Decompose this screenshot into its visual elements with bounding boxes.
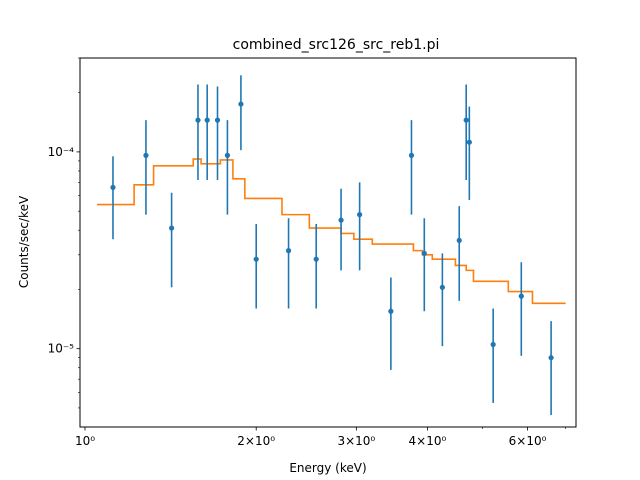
data-point <box>338 218 343 223</box>
x-tick-label: 4×10⁰ <box>409 434 447 448</box>
data-point <box>357 212 362 217</box>
data-point <box>215 118 220 123</box>
data-point <box>549 355 554 360</box>
y-tick-label: 10⁻⁵ <box>48 342 75 356</box>
y-axis-label: Counts/sec/keV <box>17 195 31 288</box>
data-point <box>225 153 230 158</box>
data-point <box>205 118 210 123</box>
data-point <box>388 309 393 314</box>
data-point <box>143 153 148 158</box>
data-point <box>110 185 115 190</box>
data-point <box>169 225 174 230</box>
data-point <box>314 257 319 262</box>
data-point <box>467 140 472 145</box>
data-point <box>457 238 462 243</box>
x-tick-label: 2×10⁰ <box>237 434 275 448</box>
data-point <box>286 248 291 253</box>
data-point <box>491 342 496 347</box>
data-point <box>238 101 243 106</box>
chart-figure: combined_src126_src_reb1.pi 10⁰ 2×10⁰ 3×10… <box>0 0 640 480</box>
data-point <box>409 153 414 158</box>
data-point <box>254 257 259 262</box>
figure-background <box>0 0 640 480</box>
data-point <box>195 118 200 123</box>
data-point <box>464 118 469 123</box>
x-tick-label: 3×10⁰ <box>337 434 375 448</box>
data-point <box>519 294 524 299</box>
x-tick-label: 10⁰ <box>75 434 95 448</box>
x-axis-label: Energy (keV) <box>289 461 366 475</box>
data-point <box>422 251 427 256</box>
chart-title: combined_src126_src_reb1.pi <box>233 37 440 53</box>
x-tick-label: 6×10⁰ <box>509 434 547 448</box>
data-point <box>440 285 445 290</box>
y-tick-label: 10⁻⁴ <box>48 145 75 159</box>
